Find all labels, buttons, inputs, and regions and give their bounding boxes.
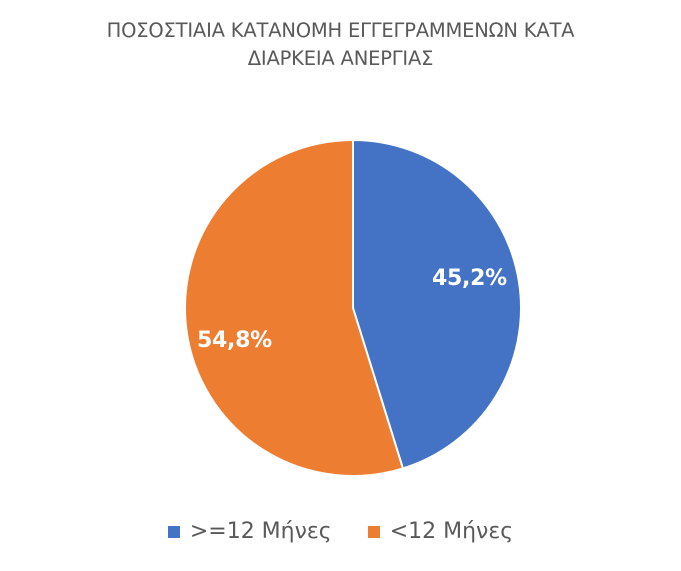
pie-slice-12plus-months[interactable] [352,139,522,470]
data-label-12plus-months: 45,2% [432,266,507,291]
legend-label: <12 Μήνες [389,519,514,544]
chart-title-line-2: ΔΙΑΡΚΕΙΑ ΑΝΕΡΓΙΑΣ [247,47,434,70]
legend-label: >=12 Μήνες [189,519,332,544]
legend-item-12plus-months[interactable]: >=12 Μήνες [167,519,332,544]
data-label-under-12-months: 54,8% [197,328,272,353]
chart-title: ΠΟΣΟΣΤΙΑΙΑ ΚΑΤΑΝΟΜΗ ΕΓΓΕΓΡΑΜΜΕΝΩΝ ΚΑΤΑ Δ… [0,17,681,73]
legend-swatch-blue [167,525,180,538]
legend: >=12 Μήνες <12 Μήνες [0,519,681,544]
chart-title-line-1: ΠΟΣΟΣΤΙΑΙΑ ΚΑΤΑΝΟΜΗ ΕΓΓΕΓΡΑΜΜΕΝΩΝ ΚΑΤΑ [106,19,575,42]
pie-slice-under-12-months[interactable] [184,139,404,477]
legend-item-under-12-months[interactable]: <12 Μήνες [367,519,514,544]
legend-swatch-orange [367,525,380,538]
